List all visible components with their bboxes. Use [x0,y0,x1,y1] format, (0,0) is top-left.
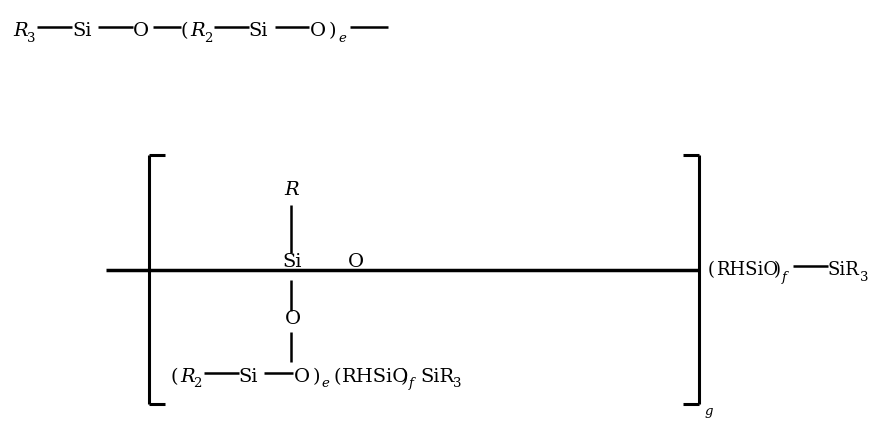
Text: ): ) [401,368,408,386]
Text: ): ) [313,368,320,386]
Text: R: R [180,368,194,386]
Text: 2: 2 [203,32,212,45]
Text: O: O [349,253,365,271]
Text: (: ( [171,368,178,386]
Text: Si: Si [282,253,302,271]
Text: O: O [309,22,325,40]
Text: R: R [285,181,299,199]
Text: O: O [294,368,310,386]
Text: (: ( [707,261,714,279]
Text: (: ( [333,368,341,386]
Text: g: g [704,405,712,418]
Text: O: O [133,22,149,40]
Text: e: e [339,32,346,45]
Text: O: O [285,310,301,329]
Text: f: f [409,378,414,391]
Text: R: R [190,22,204,40]
Text: SiR: SiR [828,261,859,279]
Text: RHSiO: RHSiO [342,368,409,386]
Text: (: ( [181,22,188,40]
Text: 3: 3 [860,271,868,284]
Text: 3: 3 [453,378,461,391]
Text: SiR: SiR [420,368,454,386]
Text: f: f [782,271,787,284]
Text: Si: Si [248,22,268,40]
Text: RHSiO: RHSiO [716,261,779,279]
Text: 2: 2 [193,378,202,391]
Text: Si: Si [73,22,91,40]
Text: ): ) [328,22,336,40]
Text: ): ) [774,261,781,279]
Text: e: e [322,378,329,391]
Text: 3: 3 [27,32,36,45]
Text: Si: Si [238,368,258,386]
Text: R: R [13,22,28,40]
